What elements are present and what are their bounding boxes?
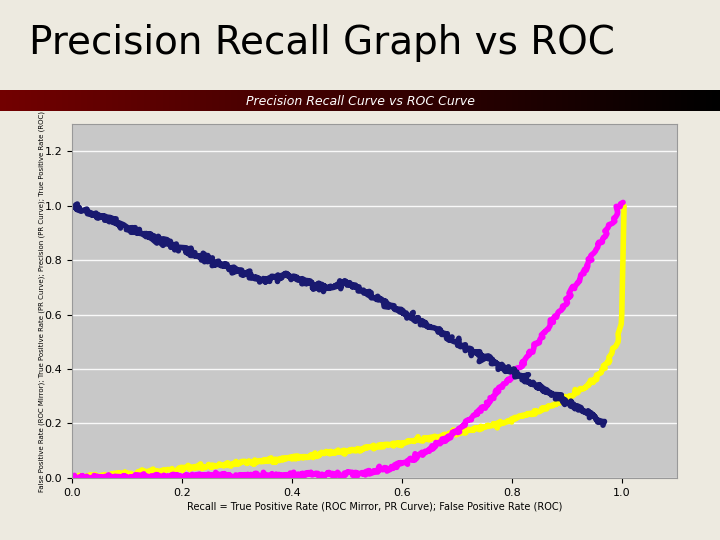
Text: Precision Recall Graph vs ROC: Precision Recall Graph vs ROC [29,24,615,62]
Text: Precision Recall Curve vs ROC Curve: Precision Recall Curve vs ROC Curve [246,95,474,108]
X-axis label: Recall = True Positive Rate (ROC Mirror, PR Curve); False Positive Rate (ROC): Recall = True Positive Rate (ROC Mirror,… [186,502,562,512]
Y-axis label: False Positive Rate (ROC Mirror); True Positive Rate (PR Curve); Precision (PR C: False Positive Rate (ROC Mirror); True P… [38,111,45,491]
